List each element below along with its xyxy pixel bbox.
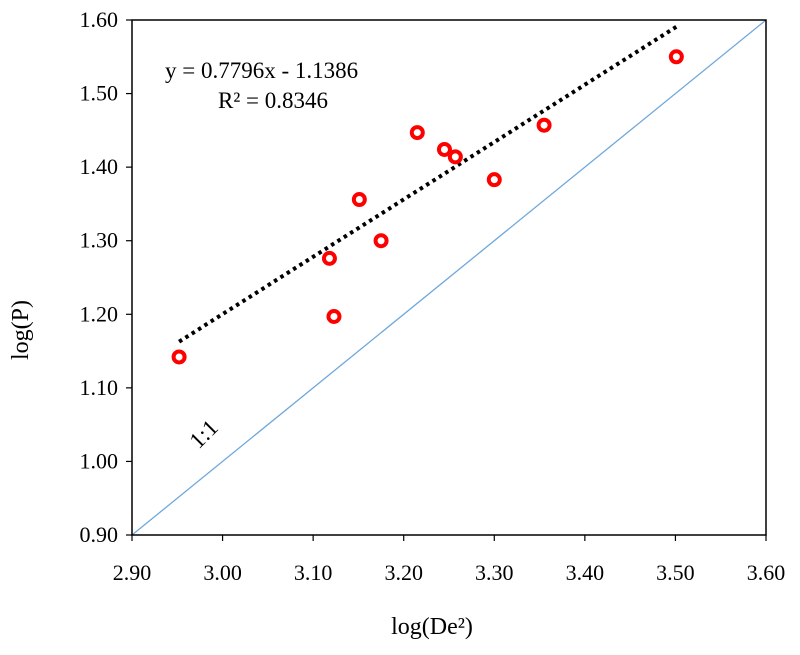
- plot-area: 1:1: [131, 19, 767, 536]
- y-tick-label: 0.90: [80, 522, 119, 547]
- y-tick-label: 1.00: [80, 448, 119, 473]
- trendline-r2: R² = 0.8346: [218, 88, 328, 113]
- data-point-2: [321, 250, 337, 266]
- axes: 2.90 3.00 3.10 3.20 3.30 3.40 3.50 3.60 0.90 1.00…: [80, 7, 786, 585]
- x-tick-label: 3.00: [203, 560, 242, 585]
- y-tick-label: 1.20: [80, 301, 119, 326]
- data-point-9: [486, 172, 502, 188]
- y-tick-label: 1.40: [80, 154, 119, 179]
- reference-line-label: 1:1: [184, 415, 222, 453]
- x-tick-label: 2.90: [113, 560, 152, 585]
- x-tick-label: 3.50: [656, 560, 695, 585]
- data-point-3: [326, 308, 342, 324]
- data-point-8: [447, 149, 463, 165]
- data-point-6: [409, 125, 425, 141]
- trendline-equation: y = 0.7796x - 1.1386: [165, 58, 358, 83]
- plot-frame: [131, 19, 767, 536]
- trendline: [178, 25, 678, 344]
- x-tick-label: 3.60: [747, 560, 786, 585]
- data-point-7: [436, 141, 452, 157]
- data-point-5: [373, 233, 389, 249]
- y-tick-label: 1.30: [80, 228, 119, 253]
- x-tick-label: 3.40: [566, 560, 605, 585]
- y-axis-title: log(P): [8, 300, 34, 360]
- x-tick-label: 3.20: [384, 560, 423, 585]
- reference-line-1-1: [131, 19, 767, 536]
- y-tick-label: 1.60: [80, 7, 119, 32]
- data-point-4: [351, 192, 367, 208]
- data-point-1: [171, 349, 187, 365]
- x-axis-title: log(De²): [391, 614, 473, 640]
- x-tick-label: 3.30: [475, 560, 514, 585]
- data-point-10: [536, 117, 552, 133]
- y-tick-label: 1.10: [80, 375, 119, 400]
- y-tick-label: 1.50: [80, 81, 119, 106]
- x-tick-label: 3.10: [294, 560, 333, 585]
- data-point-11: [668, 49, 684, 65]
